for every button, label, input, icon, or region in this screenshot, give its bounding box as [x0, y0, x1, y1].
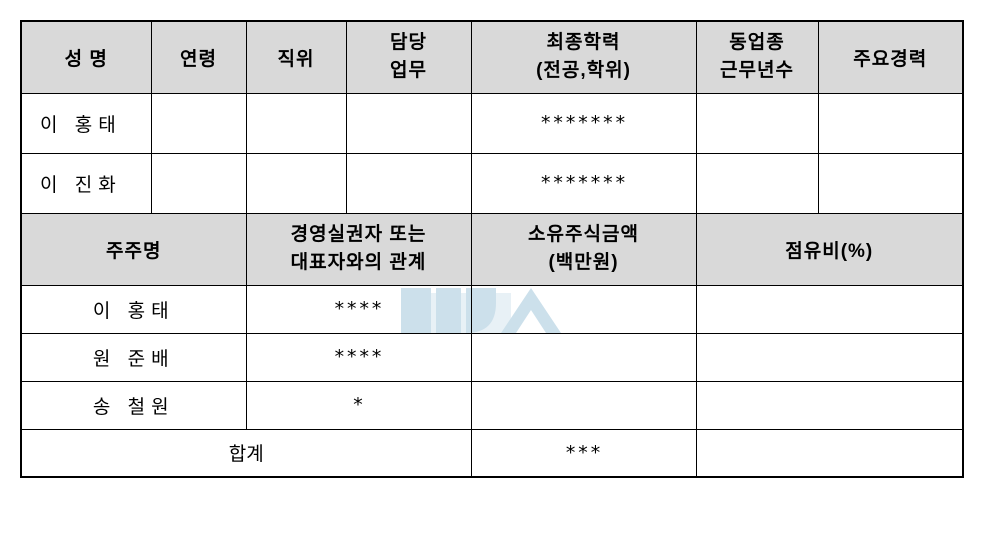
col-shareholder: 주주명 [21, 213, 246, 285]
cell-name: 이 홍태 [21, 93, 151, 153]
col-career: 주요경력 [818, 21, 963, 93]
cell-total-label: 합계 [21, 429, 471, 477]
cell-years [696, 93, 818, 153]
table-row: 이 진화 ******* [21, 153, 963, 213]
col-years: 동업종 근무년수 [696, 21, 818, 93]
data-table: 성 명 연령 직위 담당 업무 최종학력 (전공,학위) 동업종 근무년수 주요… [20, 20, 964, 478]
cell-shareholder: 송 철원 [21, 381, 246, 429]
col-duty: 담당 업무 [346, 21, 471, 93]
cell-ratio [696, 285, 963, 333]
table-row: 원 준배 **** [21, 333, 963, 381]
cell-position [246, 153, 346, 213]
cell-duty [346, 153, 471, 213]
section1-header-row: 성 명 연령 직위 담당 업무 최종학력 (전공,학위) 동업종 근무년수 주요… [21, 21, 963, 93]
cell-career [818, 153, 963, 213]
cell-shares [471, 333, 696, 381]
col-name: 성 명 [21, 21, 151, 93]
cell-ratio [696, 381, 963, 429]
col-shares: 소유주식금액 (백만원) [471, 213, 696, 285]
col-relation: 경영실권자 또는 대표자와의 관계 [246, 213, 471, 285]
col-position: 직위 [246, 21, 346, 93]
cell-total-shares: *** [471, 429, 696, 477]
cell-relation: **** [246, 333, 471, 381]
col-ratio: 점유비(%) [696, 213, 963, 285]
cell-position [246, 93, 346, 153]
cell-education: ******* [471, 153, 696, 213]
cell-age [151, 153, 246, 213]
table-row: 이 홍태 **** [21, 285, 963, 333]
cell-shares [471, 285, 696, 333]
col-education: 최종학력 (전공,학위) [471, 21, 696, 93]
table-row: 이 홍태 ******* [21, 93, 963, 153]
cell-career [818, 93, 963, 153]
total-row: 합계 *** [21, 429, 963, 477]
cell-name: 이 진화 [21, 153, 151, 213]
cell-shareholder: 원 준배 [21, 333, 246, 381]
cell-shares [471, 381, 696, 429]
cell-ratio [696, 333, 963, 381]
cell-total-ratio [696, 429, 963, 477]
cell-education: ******* [471, 93, 696, 153]
cell-shareholder: 이 홍태 [21, 285, 246, 333]
cell-relation: * [246, 381, 471, 429]
cell-age [151, 93, 246, 153]
table-container: 성 명 연령 직위 담당 업무 최종학력 (전공,학위) 동업종 근무년수 주요… [20, 20, 962, 478]
col-age: 연령 [151, 21, 246, 93]
cell-duty [346, 93, 471, 153]
cell-years [696, 153, 818, 213]
cell-relation: **** [246, 285, 471, 333]
section2-header-row: 주주명 경영실권자 또는 대표자와의 관계 소유주식금액 (백만원) 점유비(%… [21, 213, 963, 285]
table-row: 송 철원 * [21, 381, 963, 429]
